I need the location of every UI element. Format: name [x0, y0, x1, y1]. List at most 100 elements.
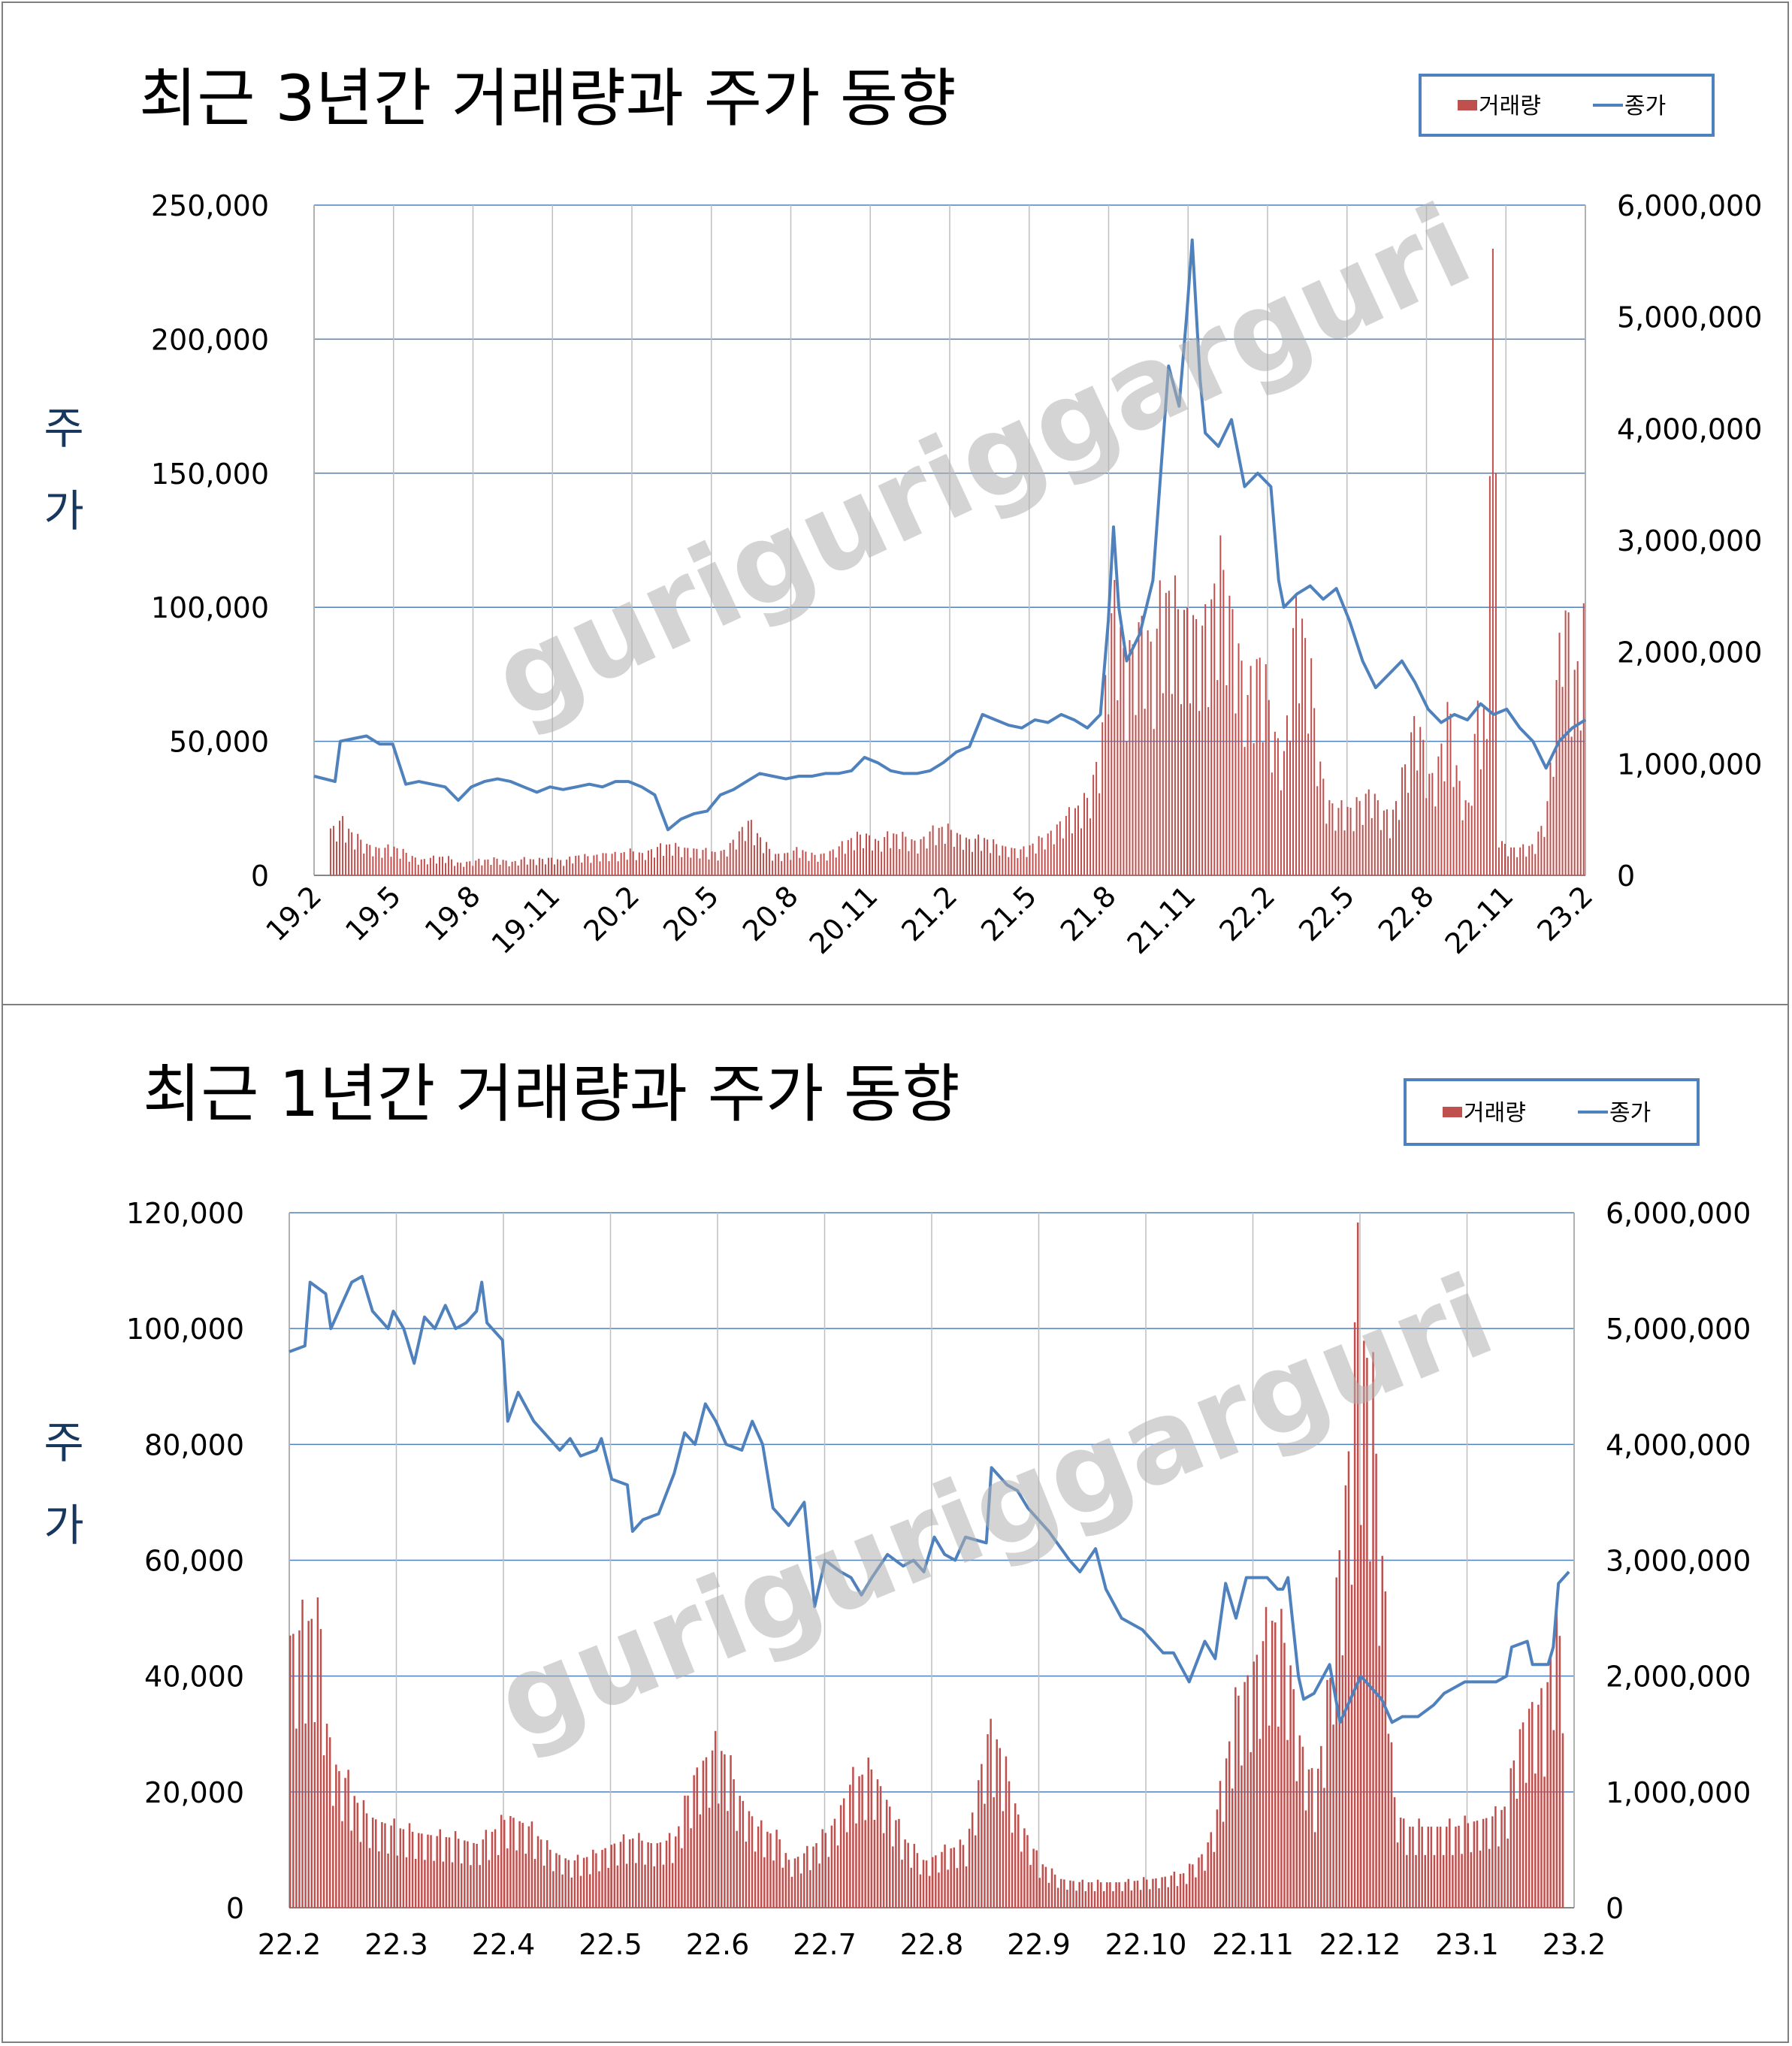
chart2-volume-bar [1158, 1888, 1160, 1908]
chart2-price-line [289, 1274, 1570, 1724]
chart1-volume-bar [862, 848, 864, 875]
chart2-x-tick-label: 22.2 [258, 1928, 322, 1961]
chart2-volume-bar [668, 1833, 671, 1908]
chart2-volume-bar [347, 1769, 349, 1908]
chart2-volume-bar [956, 1868, 959, 1908]
chart2-volume-bar [1167, 1887, 1169, 1908]
chart1-volume-bar [672, 855, 674, 875]
chart2-volume-bar [1231, 1788, 1234, 1908]
chart2-volume-bar [399, 1828, 402, 1908]
chart2-volume-bar [1014, 1803, 1017, 1908]
chart2-y-axis-label: 가 [44, 1500, 83, 1551]
chart2-volume-bar [778, 1839, 781, 1908]
chart1-volume-bar [781, 861, 783, 875]
chart2-volume-bar [968, 1828, 971, 1908]
chart1-volume-bar [999, 855, 1001, 875]
chart2-volume-bar [1344, 1485, 1347, 1908]
chart1-volume-bar [808, 860, 810, 875]
chart2-volume-bar [1216, 1809, 1219, 1908]
chart1-volume-bar [1528, 845, 1531, 875]
chart2-volume-bar [1427, 1827, 1430, 1908]
chart2-volume-bar [1038, 1878, 1041, 1908]
chart1-volume-bar [711, 851, 713, 875]
chart2-volume-bar [987, 1734, 989, 1908]
chart1-x-tick-label: 20.2 [577, 879, 645, 947]
chart2-volume-bar [1455, 1826, 1457, 1908]
chart1-volume-bar [978, 834, 980, 875]
chart1-volume-bar [429, 857, 431, 875]
chart1-volume-bar [968, 839, 970, 875]
chart1-y-left-tick-label: 200,000 [151, 323, 269, 356]
chart2-volume-bar [665, 1840, 668, 1908]
chart1-y-axis-label: 주 [44, 403, 83, 454]
chart2-volume-bar [1350, 1585, 1353, 1908]
chart1-volume-bar [511, 861, 513, 875]
chart2-volume-bar [625, 1863, 628, 1908]
chart1-volume-bar [1525, 857, 1528, 875]
chart2-volume-bar [301, 1600, 304, 1908]
chart2-volume-bar [1081, 1879, 1083, 1908]
chart2-volume-bar [799, 1873, 802, 1908]
chart1-volume-bar [793, 851, 795, 875]
chart1-volume-bar [487, 859, 489, 875]
chart2-volume-bar [1525, 1782, 1528, 1908]
chart2-volume-bar [1118, 1882, 1120, 1908]
chart1-volume-bar [893, 833, 895, 875]
chart2-volume-bar [1286, 1739, 1289, 1908]
chart1-volume-bar [699, 858, 701, 875]
chart1-volume-bar [1561, 687, 1564, 875]
chart2-volume-bar [745, 1842, 748, 1908]
chart2-volume-bar [730, 1754, 732, 1908]
chart2-volume-bar [993, 1797, 995, 1908]
chart1-volume-bar [647, 850, 649, 875]
chart2-volume-bar [1390, 1742, 1393, 1908]
chart1-volume-bar [1573, 669, 1576, 875]
chart2-volume-bar [1298, 1735, 1301, 1908]
chart1-volume-bar [1549, 762, 1552, 875]
chart1-volume-bar [1198, 711, 1201, 875]
chart2-volume-bar [861, 1774, 863, 1908]
chart1-volume-bar [572, 863, 574, 875]
chart2-volume-bar [671, 1863, 674, 1908]
chart2-volume-bar [922, 1860, 925, 1908]
chart2-volume-bar [467, 1841, 469, 1908]
chart1-volume-bar [1422, 739, 1425, 875]
chart1-volume-bar [1376, 800, 1379, 875]
chart2-volume-bar [521, 1823, 524, 1908]
chart1-volume-bar [481, 865, 483, 875]
chart1-volume-bar [387, 844, 389, 875]
chart1-volume-bar [520, 859, 522, 875]
chart1-volume-bar [1494, 473, 1497, 875]
chart1-volume-bar [720, 851, 722, 875]
chart2-volume-bar [582, 1857, 585, 1908]
chart1-volume-bar [1253, 743, 1255, 875]
chart2-volume-bar [405, 1857, 408, 1908]
chart2-volume-bar [1403, 1818, 1405, 1908]
chart1-volume-bar [566, 860, 568, 875]
chart2-volume-bar [733, 1779, 735, 1908]
chart1-volume-bar [778, 854, 780, 875]
chart1-volume-bar [1180, 704, 1182, 875]
chart1-volume-bar [1504, 843, 1506, 875]
chart2-volume-bar [527, 1826, 530, 1908]
chart2-y-right-tick-label: 5,000,000 [1606, 1313, 1751, 1346]
chart2-volume-bar [616, 1865, 619, 1908]
chart1-volume-bar [517, 865, 519, 875]
chart2-volume-bar [375, 1819, 377, 1908]
chart1-volume-bar [1192, 615, 1195, 875]
chart2-volume-bar [1176, 1886, 1179, 1908]
chart1-volume-bar [684, 848, 686, 875]
chart1-volume-bar [690, 857, 692, 875]
chart1-volume-bar [1228, 595, 1231, 875]
chart2-volume-bar [705, 1757, 708, 1908]
chart2-volume-bar [635, 1863, 637, 1908]
chart2-volume-bar [1053, 1874, 1056, 1908]
chart2-volume-bar [344, 1778, 346, 1908]
chart1-volume-bar [590, 863, 592, 875]
chart1-volume-bar [932, 825, 934, 875]
chart2-volume-bar [1461, 1854, 1463, 1908]
chart1-volume-bar [405, 853, 407, 875]
chart1-volume-bar [981, 851, 983, 875]
chart1-volume-bar [1117, 700, 1119, 875]
